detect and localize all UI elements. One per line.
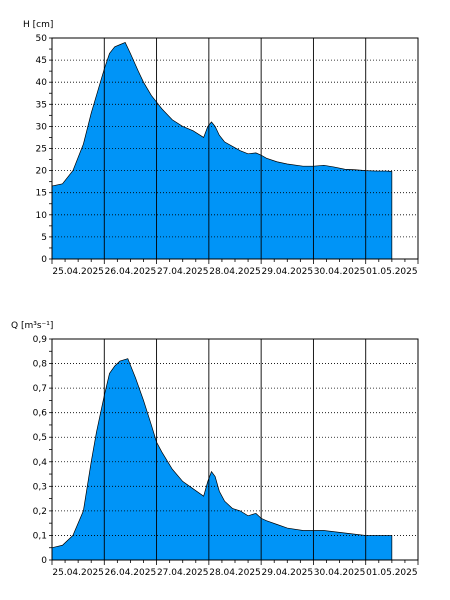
y-tick-label: 0,7 [33,384,47,394]
x-tick-label: 26.04.2025 [105,267,157,277]
x-tick-label: 01.05.2025 [366,568,418,578]
x-tick-label: 01.05.2025 [366,267,418,277]
y-tick-label: 45 [36,56,47,66]
x-tick-label: 27.04.2025 [157,267,209,277]
x-tick-label: 25.04.2025 [52,267,104,277]
x-tick-label: 28.04.2025 [209,267,261,277]
x-tick-label: 26.04.2025 [105,568,157,578]
y-tick-label: 0,9 [33,335,48,345]
chart-2: Q [m³s⁻¹] 0 0,1 0,2 0,3 0,4 0,5 0,6 0,7 0,8 0,9 25.… [11,321,419,578]
y-tick-label: 30 [36,122,48,132]
y-tick-label: 25 [36,145,47,155]
y-tick-label: 0,1 [33,531,47,541]
y-tick-label: 0,4 [33,458,48,468]
y-tick-label: 0,8 [33,360,48,370]
y-axis-label: Q [m³s⁻¹] [11,321,53,331]
x-tick-label: 27.04.2025 [157,568,209,578]
y-tick-label: 0,3 [33,482,47,492]
y-axis-label: H [cm] [23,20,53,30]
x-tick-label: 28.04.2025 [209,568,261,578]
y-tick-label: 5 [41,233,47,243]
x-tick-label: 25.04.2025 [52,568,104,578]
y-tick-label: 0 [41,556,47,566]
y-tick-label: 0 [41,255,47,265]
y-tick-label: 10 [36,211,48,221]
area-series [51,358,393,561]
y-tick-label: 15 [36,189,47,199]
y-tick-label: 0,2 [33,507,47,517]
y-tick-label: 20 [36,167,48,177]
x-tick-label: 29.04.2025 [262,568,314,578]
x-tick-label: 30.04.2025 [314,568,366,578]
x-tick-label: 29.04.2025 [262,267,314,277]
y-tick-label: 50 [36,34,48,44]
y-tick-label: 40 [36,78,48,88]
y-tick-label: 0,6 [33,409,48,419]
y-tick-label: 35 [36,100,47,110]
area-series [51,41,393,260]
y-tick-label: 0,5 [33,433,47,443]
x-tick-label: 30.04.2025 [314,267,366,277]
chart-1: H [cm] 0 5 10 15 20 25 30 35 40 45 50 25.04.2025 26.0… [23,20,419,277]
